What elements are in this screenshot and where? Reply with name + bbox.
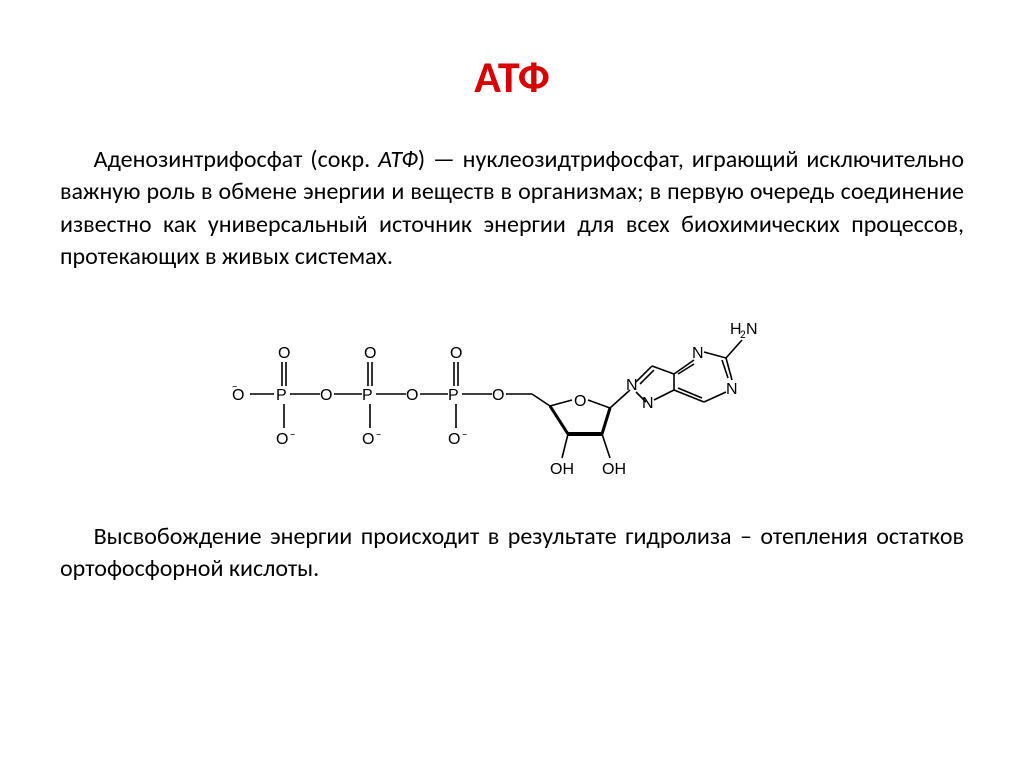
svg-text:O: O — [320, 387, 332, 404]
svg-text:N: N — [626, 377, 638, 394]
svg-text:−: − — [376, 428, 381, 441]
molecule-icon: P O O− O− O P O O− O P O O− O — [232, 282, 792, 502]
svg-text:OH: OH — [602, 461, 626, 478]
svg-text:O: O — [278, 345, 290, 362]
svg-text:N: N — [746, 321, 758, 338]
svg-text:N: N — [642, 395, 654, 412]
para1-abbr: АТФ — [378, 145, 418, 174]
svg-text:N: N — [692, 345, 704, 362]
svg-text:−: − — [290, 428, 295, 441]
svg-text:P: P — [276, 387, 287, 404]
svg-text:−: − — [232, 380, 237, 393]
para1-prefix: Аденозинтрифосфат (сокр. — [94, 145, 378, 174]
paragraph-2: Высвобождение энергии происходит в резул… — [60, 521, 964, 586]
svg-text:O: O — [448, 431, 460, 448]
svg-text:P: P — [362, 387, 373, 404]
atp-structure: P O O− O− O P O O− O P O O− O — [232, 282, 792, 507]
svg-text:P: P — [448, 387, 459, 404]
structure-figure-row: P O O− O− O P O O− O P O O− O — [60, 282, 964, 507]
svg-text:O: O — [574, 393, 586, 410]
svg-text:−: − — [462, 428, 467, 441]
svg-text:O: O — [492, 387, 504, 404]
svg-text:N: N — [726, 381, 738, 398]
svg-text:O: O — [450, 345, 462, 362]
svg-text:OH: OH — [550, 461, 574, 478]
page-title: АТФ — [60, 50, 964, 104]
svg-text:O: O — [364, 345, 376, 362]
svg-text:O: O — [406, 387, 418, 404]
paragraph-1: Аденозинтрифосфат (сокр. АТФ) — нуклеози… — [60, 144, 964, 274]
svg-text:O: O — [276, 431, 288, 448]
svg-text:O: O — [362, 431, 374, 448]
